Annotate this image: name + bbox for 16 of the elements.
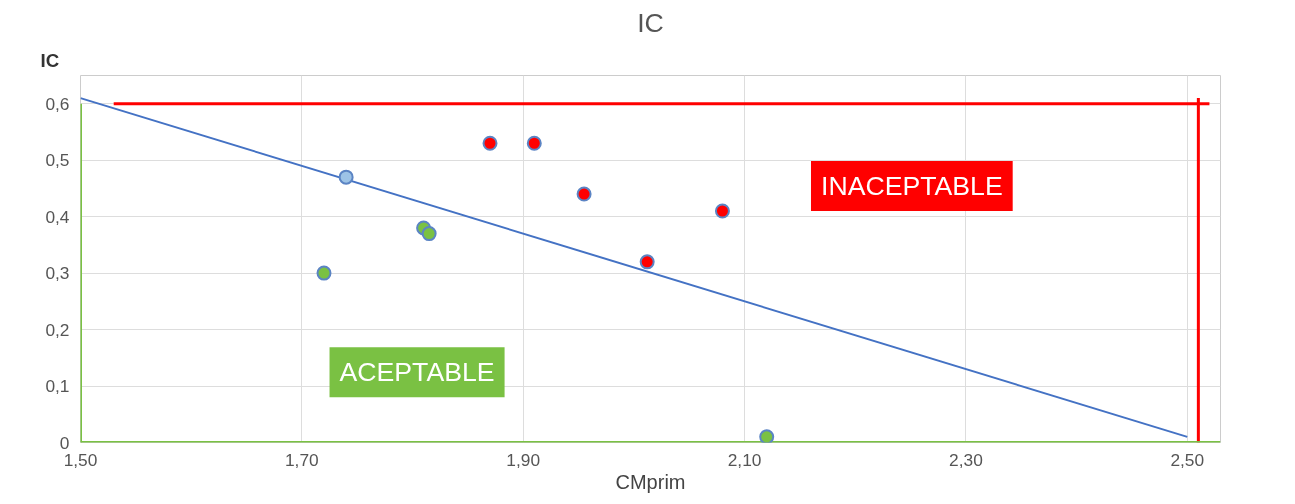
x-tick-label: 1,70: [285, 449, 319, 470]
annotation: ACEPTABLE: [339, 357, 495, 388]
y-tick-label: 0,2: [45, 319, 70, 340]
y-tick-label: 0,4: [45, 206, 70, 227]
y-tick-label: 0,3: [45, 263, 70, 284]
x-tick-label: 2,50: [1170, 449, 1205, 470]
y-axis-title: IC: [40, 49, 60, 71]
x-tick-label: 1,90: [506, 449, 541, 470]
x-axis-title: CMprim: [615, 470, 686, 493]
annotation: INACEPTABLE: [820, 171, 1003, 202]
x-tick-label: 2,30: [949, 449, 983, 470]
chart-title: IC: [637, 7, 664, 38]
y-tick-label: 0,6: [45, 93, 70, 114]
x-tick-label: 2,10: [727, 449, 762, 470]
y-tick-label: 0,5: [45, 150, 70, 171]
y-tick-label: 0,1: [45, 376, 70, 397]
